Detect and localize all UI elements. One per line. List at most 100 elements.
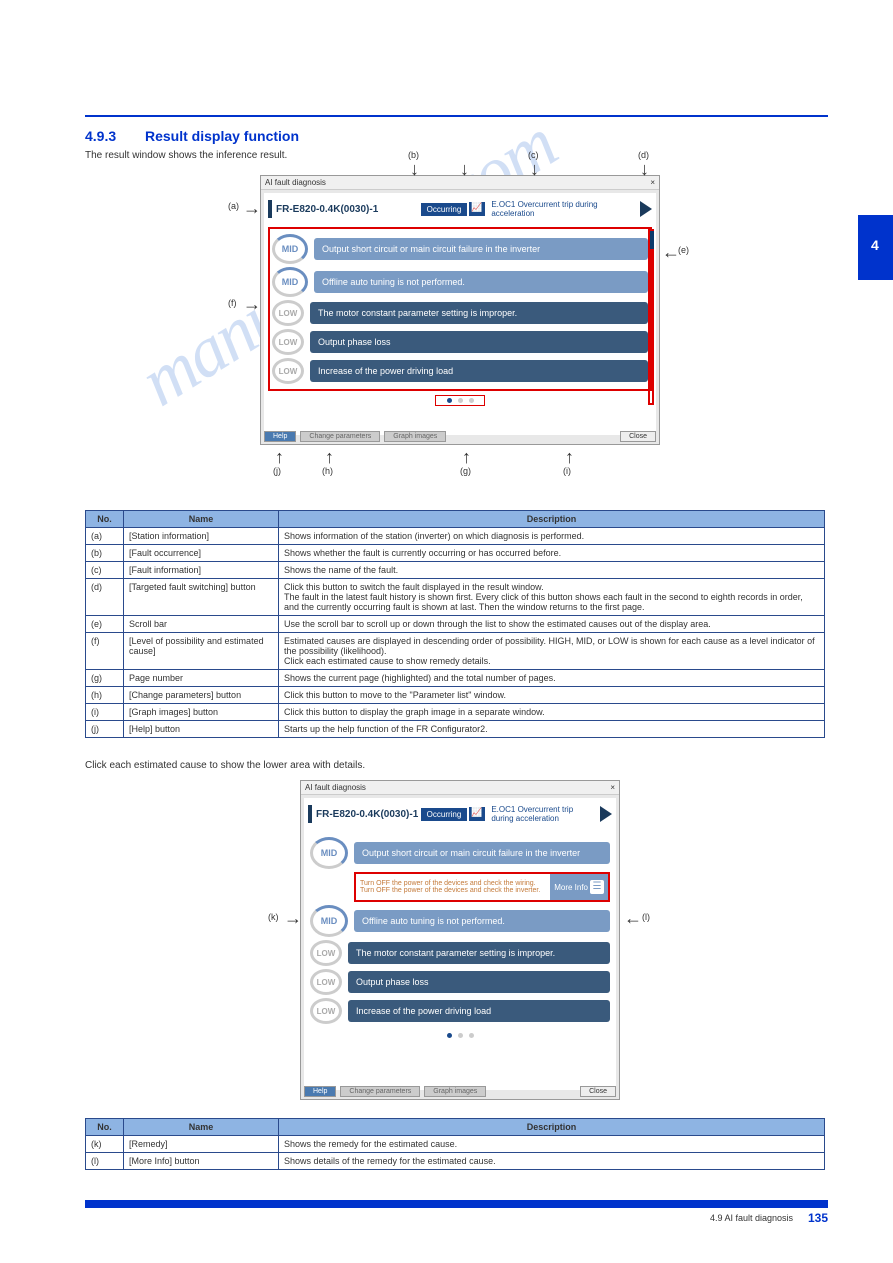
cell: (f): [86, 633, 124, 670]
cell: (b): [86, 545, 124, 562]
label-c: (c): [528, 150, 539, 160]
cause-item[interactable]: The motor constant parameter setting is …: [348, 942, 610, 964]
cell: Scroll bar: [124, 616, 279, 633]
table-1: No.NameDescription (a)[Station informati…: [85, 510, 825, 738]
graph-button[interactable]: Graph images: [384, 431, 446, 442]
occurring-badge: Occurring: [421, 203, 468, 216]
subtitle: Click each estimated cause to show the l…: [85, 760, 365, 771]
label-h: (h): [322, 466, 333, 476]
cell: (e): [86, 616, 124, 633]
cell: Shows whether the fault is currently occ…: [279, 545, 825, 562]
label-l: (l): [642, 912, 650, 922]
cell: [Help] button: [124, 721, 279, 738]
cause-item[interactable]: The motor constant parameter setting is …: [310, 302, 648, 324]
gauge-mid: MID: [310, 905, 348, 937]
label-a: (a): [228, 201, 239, 211]
cause-item[interactable]: Offline auto tuning is not performed.: [354, 910, 610, 932]
close-icon: ×: [610, 783, 615, 792]
arrow-down-icon: ↓: [530, 160, 539, 178]
cell: [Targeted fault switching] button: [124, 579, 279, 616]
doc-icon: ☰: [590, 880, 604, 894]
page-number: 135: [808, 1211, 828, 1225]
th-name: Name: [124, 1119, 279, 1136]
cause-item[interactable]: Increase of the power driving load: [310, 360, 648, 382]
close-button[interactable]: Close: [620, 431, 656, 442]
arrow-up-icon: ↑: [462, 448, 471, 466]
cell: (a): [86, 528, 124, 545]
more-info-button[interactable]: More Info ☰: [550, 874, 608, 900]
cause-item[interactable]: Increase of the power driving load: [348, 1000, 610, 1022]
arrow-up-icon: ↑: [325, 448, 334, 466]
intro-text: The result window shows the inference re…: [85, 150, 287, 161]
label-b: (b): [408, 150, 419, 160]
th-no: No.: [86, 1119, 124, 1136]
page-tab: 4: [858, 215, 893, 280]
cell: Page number: [124, 670, 279, 687]
cell: [Change parameters] button: [124, 687, 279, 704]
change-params-button[interactable]: Change parameters: [300, 431, 380, 442]
cause-item[interactable]: Offline auto tuning is not performed.: [314, 271, 648, 293]
cell: Shows the remedy for the estimated cause…: [279, 1136, 825, 1153]
cause-item[interactable]: Output short circuit or main circuit fai…: [354, 842, 610, 864]
chart-icon: [469, 807, 485, 821]
station-info: FR-E820-0.4K(0030)-1: [316, 809, 421, 820]
footer-text: 4.9 AI fault diagnosis: [710, 1213, 793, 1223]
arrow-down-icon: ↓: [460, 160, 469, 178]
label-i: (i): [563, 466, 571, 476]
cell: [Station information]: [124, 528, 279, 545]
help-button[interactable]: Help: [304, 1086, 336, 1097]
arrow-right-icon: →: [284, 909, 302, 927]
cell: (d): [86, 579, 124, 616]
label-k: (k): [268, 912, 279, 922]
change-params-button[interactable]: Change parameters: [340, 1086, 420, 1097]
fault-info: E.OC1 Overcurrent trip during accelerati…: [491, 200, 636, 218]
gauge-mid: MID: [272, 234, 308, 264]
gauge-low: LOW: [272, 329, 304, 355]
next-fault-button[interactable]: [640, 201, 652, 217]
dialog-screenshot-2: AI fault diagnosis × FR-E820-0.4K(0030)-…: [300, 780, 620, 1100]
cell: Estimated causes are displayed in descen…: [279, 633, 825, 670]
th-no: No.: [86, 511, 124, 528]
arrow-right-icon: →: [243, 199, 261, 217]
cell: [Fault information]: [124, 562, 279, 579]
cell: Click this button to move to the "Parame…: [279, 687, 825, 704]
cell: [Remedy]: [124, 1136, 279, 1153]
gauge-low: LOW: [272, 358, 304, 384]
arrow-right-icon: →: [243, 295, 261, 313]
arrow-down-icon: ↓: [410, 160, 419, 178]
next-fault-button[interactable]: [600, 806, 612, 822]
th-desc: Description: [279, 1119, 825, 1136]
dialog-header-row: FR-E820-0.4K(0030)-1 Occurring E.OC1 Ove…: [308, 802, 612, 826]
cell: Shows the current page (highlighted) and…: [279, 670, 825, 687]
cause-item[interactable]: Output phase loss: [310, 331, 648, 353]
arrow-left-icon: ←: [624, 909, 642, 927]
cell: (j): [86, 721, 124, 738]
cell: (k): [86, 1136, 124, 1153]
th-desc: Description: [279, 511, 825, 528]
arrow-up-icon: ↑: [565, 448, 574, 466]
station-info: FR-E820-0.4K(0030)-1: [276, 204, 421, 215]
scrollbar[interactable]: [648, 229, 654, 405]
label-j: (j): [273, 466, 281, 476]
remedy-row: Turn OFF the power of the devices and ch…: [354, 872, 610, 902]
gauge-low: LOW: [310, 940, 342, 966]
th-name: Name: [124, 511, 279, 528]
arrow-up-icon: ↑: [275, 448, 284, 466]
footer-rule: [85, 1200, 828, 1208]
page-tab-num: 4: [871, 237, 879, 253]
help-button[interactable]: Help: [264, 431, 296, 442]
cause-item[interactable]: Output phase loss: [348, 971, 610, 993]
gauge-mid: MID: [272, 267, 308, 297]
cell: Starts up the help function of the FR Co…: [279, 721, 825, 738]
gauge-low: LOW: [310, 969, 342, 995]
cause-item[interactable]: Output short circuit or main circuit fai…: [314, 238, 648, 260]
cell: (c): [86, 562, 124, 579]
cell: Click this button to switch the fault di…: [279, 579, 825, 616]
close-button[interactable]: Close: [580, 1086, 616, 1097]
label-d: (d): [638, 150, 649, 160]
gauge-low: LOW: [310, 998, 342, 1024]
label-f: (f): [228, 298, 237, 308]
cell: (l): [86, 1153, 124, 1170]
dialog-header-row: FR-E820-0.4K(0030)-1 Occurring E.OC1 Ove…: [268, 197, 652, 221]
graph-button[interactable]: Graph images: [424, 1086, 486, 1097]
